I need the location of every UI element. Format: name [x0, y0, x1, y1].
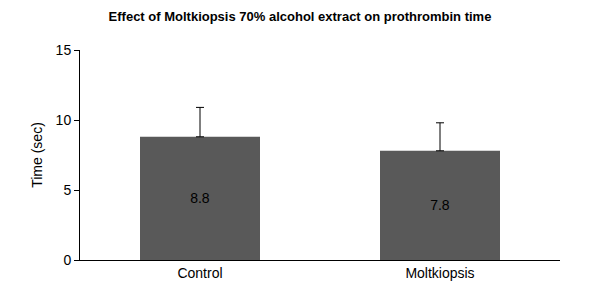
- svg-text:7.8: 7.8: [430, 197, 450, 213]
- svg-text:8.8: 8.8: [190, 190, 210, 206]
- svg-text:Effect of Moltkiopsis 70% alco: Effect of Moltkiopsis 70% alcohol extrac…: [109, 9, 492, 24]
- svg-text:Control: Control: [177, 265, 222, 281]
- svg-text:15: 15: [56, 42, 72, 58]
- svg-text:5: 5: [63, 182, 71, 198]
- svg-text:0: 0: [63, 252, 71, 268]
- svg-text:10: 10: [56, 112, 72, 128]
- svg-text:Moltkiopsis: Moltkiopsis: [405, 265, 474, 281]
- svg-text:Time (sec): Time (sec): [29, 122, 45, 188]
